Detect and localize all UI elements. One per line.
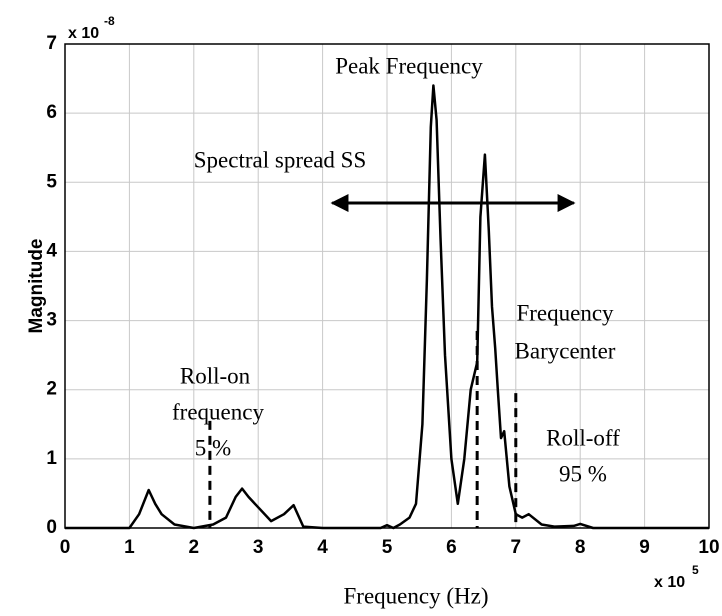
y-tick-label: 7 xyxy=(46,33,57,54)
x-tick-label: 3 xyxy=(253,537,264,558)
annotation: Roll-on xyxy=(180,363,251,388)
x-multiplier: x 10 xyxy=(654,574,685,591)
y-tick-label: 4 xyxy=(46,240,57,261)
annotation: frequency xyxy=(172,399,264,424)
annotation: 95 % xyxy=(559,461,607,486)
x-tick-label: 0 xyxy=(60,537,71,558)
annotation: Roll-off xyxy=(546,425,620,450)
x-tick-label: 1 xyxy=(124,537,135,558)
x-tick-label: 7 xyxy=(511,537,522,558)
annotation: Frequency xyxy=(516,300,614,325)
y-tick-label: 1 xyxy=(46,448,57,469)
y-axis-label: Magnitude xyxy=(26,239,47,334)
y-tick-label: 3 xyxy=(46,310,57,331)
y-tick-label: 5 xyxy=(46,171,57,192)
x-tick-label: 6 xyxy=(446,537,457,558)
annotation: Barycenter xyxy=(515,338,616,363)
x-multiplier-exponent: 5 xyxy=(692,563,699,577)
annotation: Spectral spread SS xyxy=(194,147,366,172)
x-tick-label: 4 xyxy=(317,537,328,558)
spectrum-line xyxy=(65,84,709,530)
plot-frame xyxy=(64,43,710,529)
y-multiplier: x 10 xyxy=(68,25,99,42)
y-tick-label: 6 xyxy=(46,102,57,123)
annotation: 5 % xyxy=(195,435,231,460)
x-tick-label: 5 xyxy=(382,537,393,558)
x-tick-label: 8 xyxy=(575,537,586,558)
x-axis-label: Frequency (Hz) xyxy=(344,583,489,608)
x-tick-label: 10 xyxy=(698,537,719,558)
x-tick-label: 2 xyxy=(189,537,200,558)
y-multiplier-exponent: -8 xyxy=(104,14,115,28)
y-tick-label: 0 xyxy=(46,517,57,538)
y-tick-label: 2 xyxy=(46,379,57,400)
annotation: Peak Frequency xyxy=(335,53,483,78)
x-tick-label: 9 xyxy=(639,537,650,558)
